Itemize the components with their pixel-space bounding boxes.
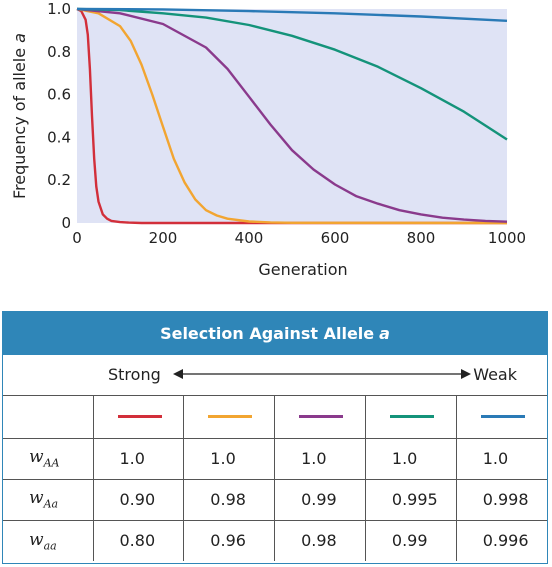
y-tick-label: 0.2 xyxy=(47,171,71,189)
fitness-label: wAa xyxy=(3,479,94,521)
series-swatch xyxy=(299,415,344,419)
y-axis-label-text: Frequency of allele xyxy=(10,43,29,199)
y-tick-label: 0.8 xyxy=(47,43,71,61)
fitness-label: waa xyxy=(3,520,94,561)
x-tick-label: 0 xyxy=(72,229,82,247)
y-tick-label: 0.6 xyxy=(47,86,71,104)
series-swatch xyxy=(480,415,525,419)
table-cell: 1.0 xyxy=(365,438,457,480)
x-tick-label: 200 xyxy=(149,229,178,247)
table-title-text: Selection Against Allele xyxy=(160,324,375,343)
swatch-cell xyxy=(274,396,366,439)
table-row: wAa 0.90 0.98 0.99 0.995 0.998 xyxy=(3,479,547,521)
table-cell: 1.0 xyxy=(456,438,547,480)
table-cell: 0.96 xyxy=(183,520,276,561)
table-cell: 0.98 xyxy=(183,479,276,521)
swatch-cell xyxy=(456,396,547,439)
table-row: waa 0.80 0.96 0.98 0.99 0.996 xyxy=(3,520,547,561)
swatch-row-header xyxy=(3,396,94,439)
y-tick-label: 1.0 xyxy=(47,0,71,18)
series-line-3 xyxy=(76,7,508,223)
table-cell: 0.99 xyxy=(365,520,457,561)
x-tick-label: 800 xyxy=(407,229,436,247)
series-swatch xyxy=(117,415,162,419)
table-cell: 1.0 xyxy=(274,438,366,480)
plot-area xyxy=(77,9,507,223)
y-axis-label: Frequency of allele a xyxy=(10,33,29,199)
x-tick-label: 600 xyxy=(321,229,350,247)
strength-range: Strong Weak xyxy=(3,355,547,396)
series-line-5 xyxy=(76,7,508,22)
swatch-cell xyxy=(93,396,185,439)
fitness-table: wAA 1.0 1.0 1.0 1.0 1.0 wAa 0.90 0.98 0.… xyxy=(3,396,547,561)
table-title: Selection Against Allele a xyxy=(3,312,547,355)
y-axis-label-allele: a xyxy=(10,33,29,43)
tick-layer: 0 200 400 600 800 1000 0 0.2 0.4 0.6 0.8 1.0 xyxy=(47,0,526,247)
double-arrow-icon xyxy=(173,369,471,379)
y-tick-label: 0.4 xyxy=(47,128,71,146)
y-tick-label: 0 xyxy=(61,214,71,232)
series-layer xyxy=(76,7,508,225)
fitness-label: wAA xyxy=(3,438,94,480)
table-cell: 1.0 xyxy=(93,438,185,480)
x-tick-label: 400 xyxy=(235,229,264,247)
swatch-cell xyxy=(183,396,276,439)
swatch-row xyxy=(3,396,547,439)
table-title-allele: a xyxy=(379,324,390,343)
series-line-1 xyxy=(76,7,507,225)
series-line-4 xyxy=(76,7,508,141)
swatch-cell xyxy=(365,396,457,439)
table-cell: 0.80 xyxy=(93,520,185,561)
strong-label: Strong xyxy=(108,365,161,384)
series-swatch xyxy=(208,415,253,419)
table-row: wAA 1.0 1.0 1.0 1.0 1.0 xyxy=(3,438,547,480)
table-cell: 0.98 xyxy=(274,520,366,561)
allele-frequency-chart: 0 200 400 600 800 1000 0 0.2 0.4 0.6 0.8 1.0 Genera… xyxy=(10,0,526,279)
table-cell: 0.99 xyxy=(274,479,366,521)
selection-table: Selection Against Allele a Strong Weak wA… xyxy=(2,311,548,564)
table-cell: 0.996 xyxy=(482,531,529,551)
x-axis-label: Generation xyxy=(258,260,347,279)
table-cell: 1.0 xyxy=(183,438,276,480)
table-cell: 0.90 xyxy=(93,479,185,521)
weak-label: Weak xyxy=(473,365,517,384)
table-cell: 0.998 xyxy=(456,479,547,521)
series-line-2 xyxy=(76,7,508,225)
x-tick-label: 1000 xyxy=(488,229,526,247)
table-cell: 0.995 xyxy=(365,479,457,521)
series-swatch xyxy=(389,415,434,419)
